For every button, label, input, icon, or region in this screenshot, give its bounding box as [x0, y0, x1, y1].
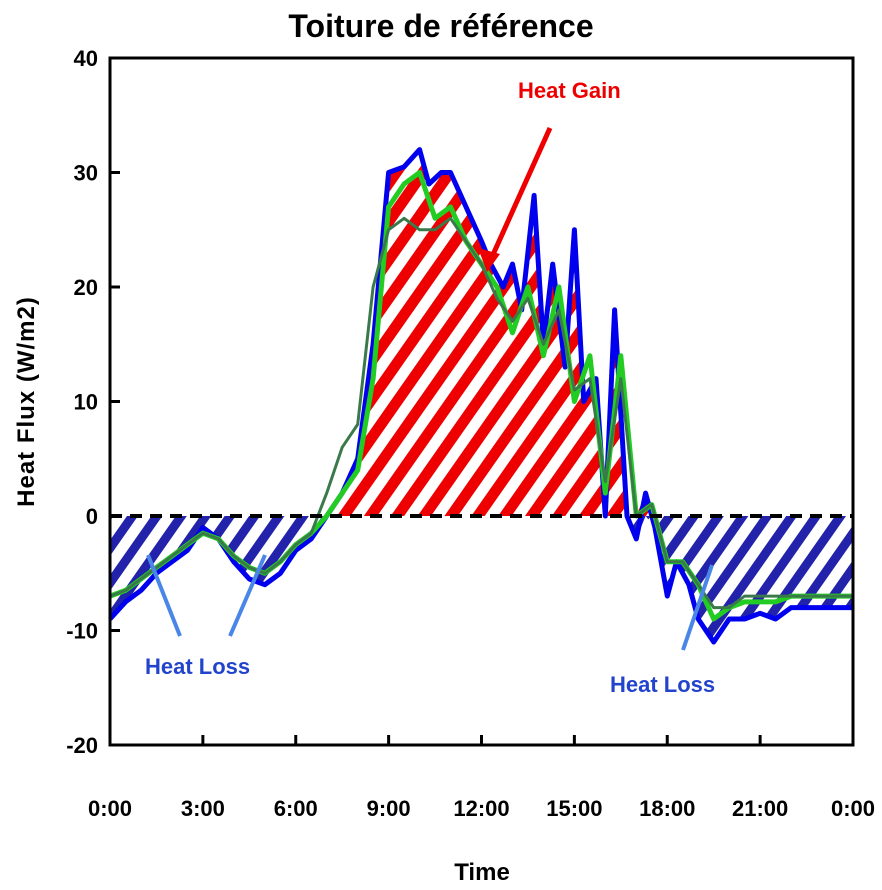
- heat-gain-arrow: [484, 126, 553, 270]
- x-tick-label: 9:00: [367, 796, 411, 821]
- heat-gain-arrowhead: [478, 248, 500, 272]
- x-tick-label: 3:00: [181, 796, 225, 821]
- heat-loss-hatched-area: [110, 516, 853, 642]
- x-tick-label: 21:00: [732, 796, 788, 821]
- y-axis-label: Heat Flux (W/m2): [13, 296, 40, 507]
- x-tick-label: 15:00: [546, 796, 602, 821]
- x-tick-label: 0:00: [831, 796, 875, 821]
- chart-title: Toiture de référence: [288, 8, 594, 44]
- y-tick-label: -20: [66, 733, 98, 758]
- x-tick-label: 12:00: [453, 796, 509, 821]
- y-tick-label: -10: [66, 619, 98, 644]
- y-tick-label: 0: [86, 504, 98, 529]
- heat-loss-annotation-left: Heat Loss: [145, 654, 250, 679]
- heat-gain-annotation: Heat Gain: [518, 78, 621, 103]
- y-tick-label: 10: [74, 390, 98, 415]
- heat-loss-arrow-1: [146, 554, 182, 637]
- x-tick-label: 0:00: [88, 796, 132, 821]
- series-line-darkgreen: [109, 216, 853, 610]
- heat-loss-arrow-2: [228, 554, 267, 637]
- heat-loss-annotation-right: Heat Loss: [610, 672, 715, 697]
- x-tick-label: 6:00: [274, 796, 318, 821]
- heat-loss-arrow-3: [681, 564, 714, 651]
- x-tick-label: 18:00: [639, 796, 695, 821]
- y-tick-label: 30: [74, 161, 98, 186]
- heat-gain-hatched-area: [110, 149, 853, 516]
- y-tick-label: 20: [74, 275, 98, 300]
- y-tick-label: 40: [74, 46, 98, 71]
- x-axis-label: Time: [454, 859, 510, 886]
